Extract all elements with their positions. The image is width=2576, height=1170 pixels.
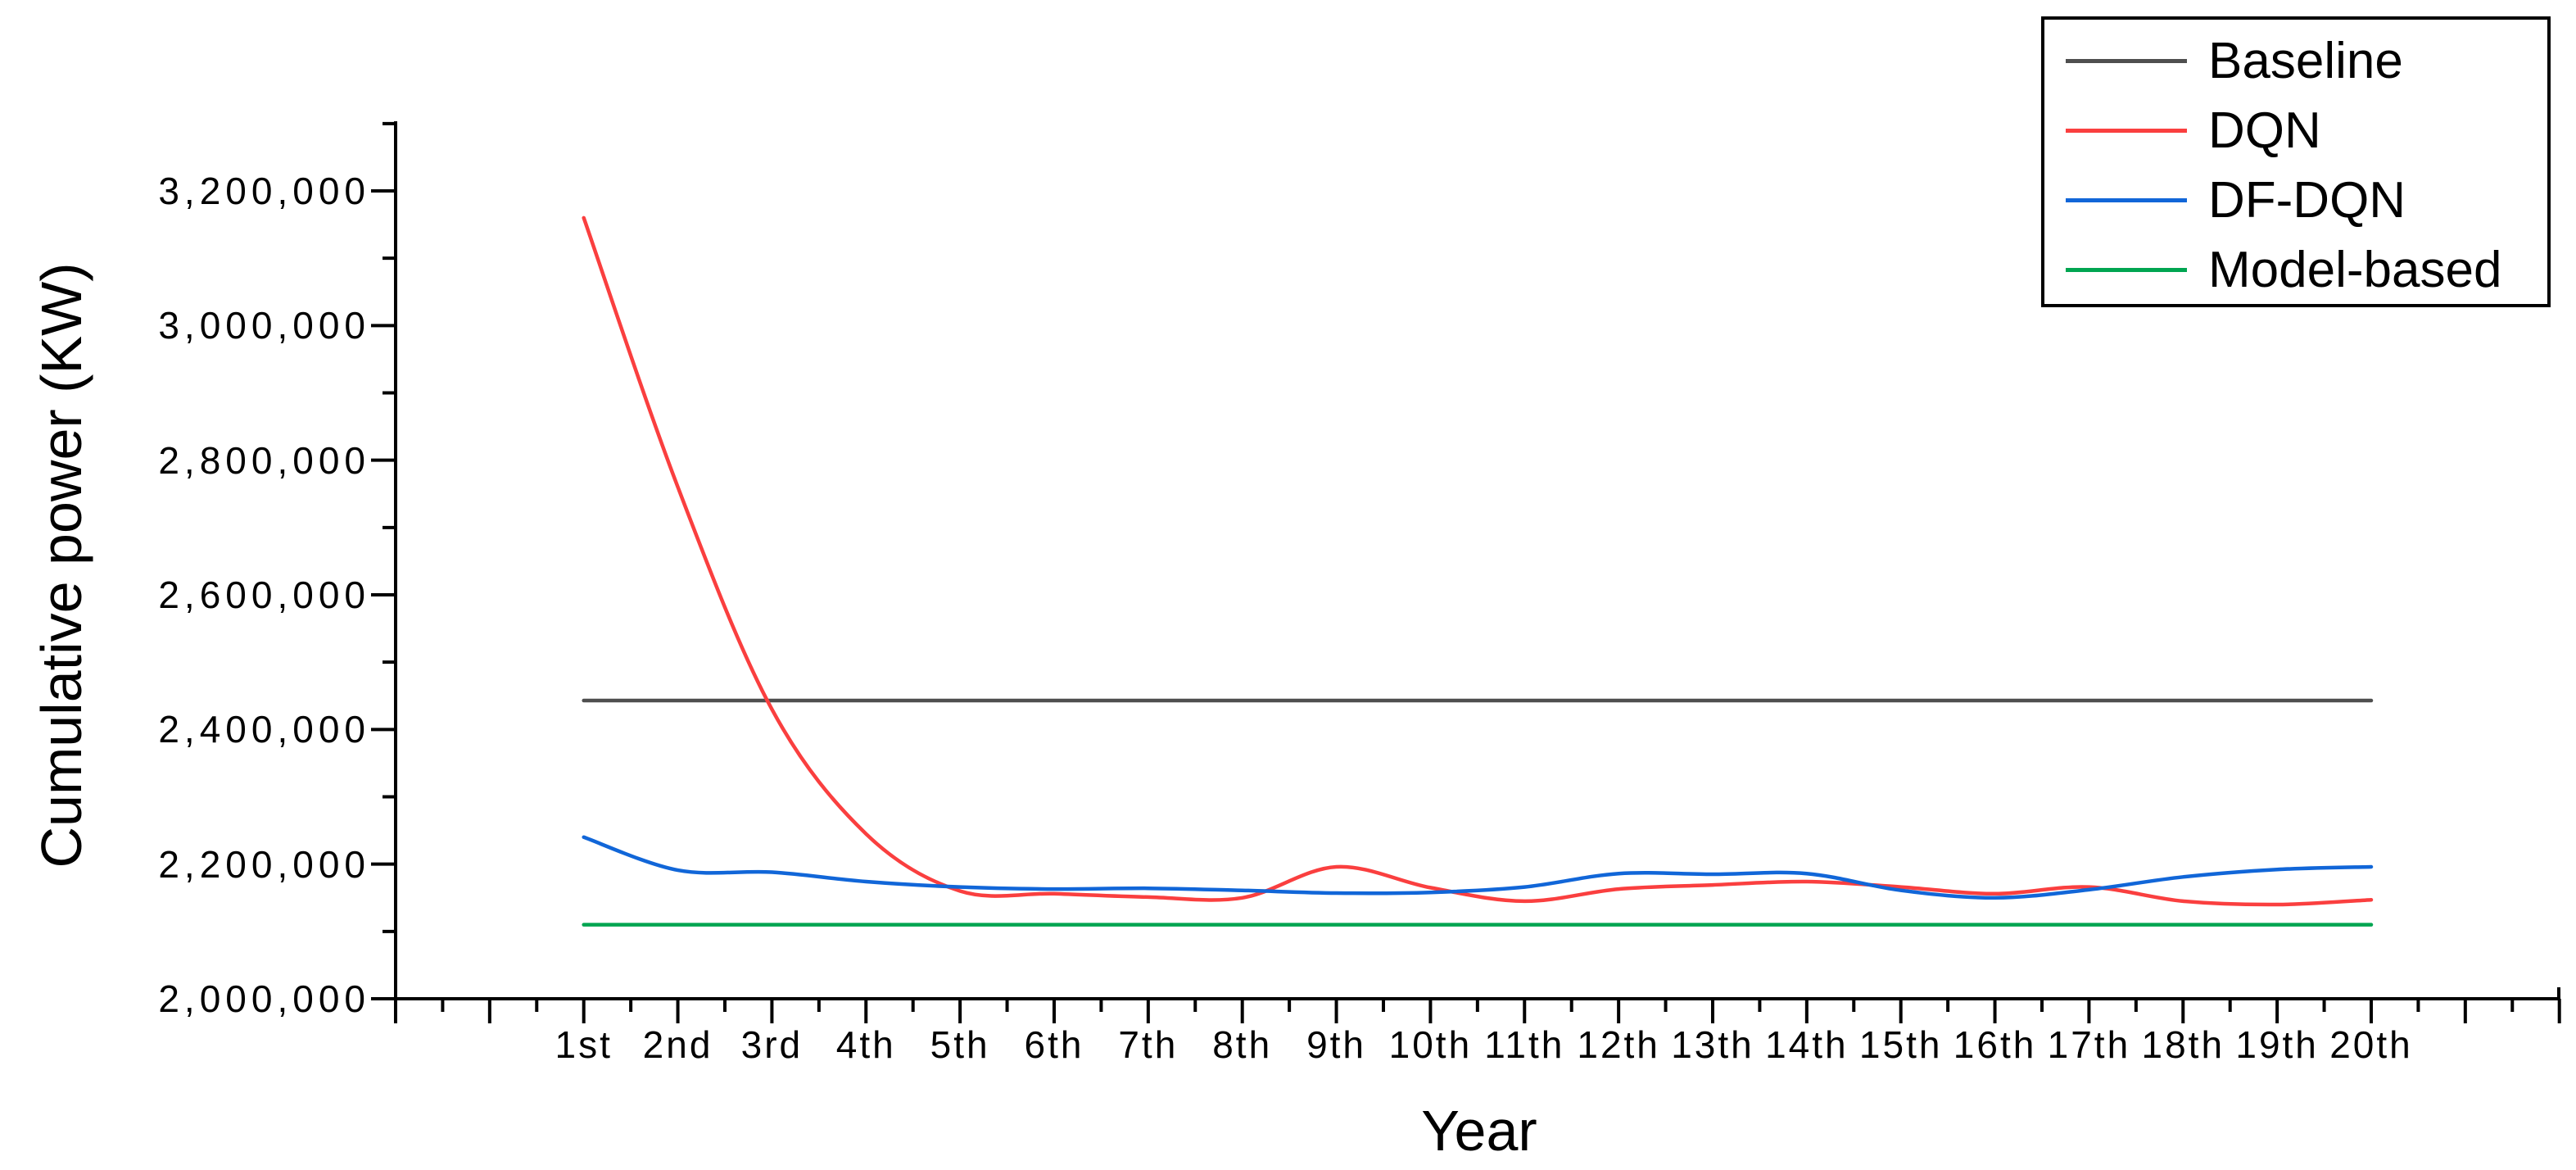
legend-line-swatch-df-dqn <box>2066 198 2187 202</box>
legend-item-dqn: DQN <box>2044 96 2547 166</box>
x-tick-label: 2nd <box>642 1023 713 1066</box>
x-axis-title: Year <box>1421 1099 1537 1163</box>
x-tick-label: 20th <box>2329 1023 2413 1066</box>
y-tick-label: 3,200,000 <box>158 170 370 212</box>
legend-item-baseline: Baseline <box>2044 26 2547 96</box>
x-tick-label: 8th <box>1212 1023 1273 1066</box>
legend-label: Model-based <box>2208 241 2502 298</box>
legend-label: DQN <box>2208 102 2321 159</box>
x-tick-label: 15th <box>1858 1023 1943 1066</box>
y-tick-label: 2,200,000 <box>158 842 370 886</box>
legend-label: DF-DQN <box>2208 171 2406 229</box>
legend-line-swatch-model-based <box>2066 268 2187 272</box>
y-tick-label: 2,600,000 <box>158 574 370 616</box>
y-axis-title: Cumulative power (KW) <box>29 262 93 868</box>
x-tick-label: 14th <box>1765 1023 1849 1066</box>
x-tick-label: 3rd <box>740 1023 804 1066</box>
y-tick-label: 2,800,000 <box>158 438 370 482</box>
x-tick-label: 7th <box>1118 1023 1179 1066</box>
x-tick-label: 13th <box>1671 1023 1754 1066</box>
y-tick-label: 2,400,000 <box>158 708 370 751</box>
x-tick-label: 6th <box>1024 1023 1084 1066</box>
y-tick-label: 3,000,000 <box>158 304 370 347</box>
legend: Baseline DQN DF-DQN Model-based <box>2041 16 2551 307</box>
x-tick-label: 12th <box>1577 1023 1660 1066</box>
x-tick-label: 19th <box>2235 1023 2319 1066</box>
x-tick-label: 10th <box>1388 1023 1473 1066</box>
x-tick-label: 18th <box>2141 1023 2225 1066</box>
series-line-dqn <box>582 215 2374 907</box>
x-tick-label: 11th <box>1484 1023 1565 1066</box>
x-tick-label: 9th <box>1306 1023 1367 1066</box>
series-line-df-dqn <box>582 835 2374 900</box>
axis-ticks <box>371 121 2561 1023</box>
legend-item-model-based: Model-based <box>2044 235 2547 305</box>
legend-label: Baseline <box>2208 32 2403 89</box>
legend-line-swatch-baseline <box>2066 59 2187 63</box>
x-tick-label: 4th <box>835 1023 896 1066</box>
x-tick-label: 17th <box>2047 1023 2131 1066</box>
x-tick-label: 16th <box>1953 1023 2037 1066</box>
legend-item-df-dqn: DF-DQN <box>2044 166 2547 235</box>
legend-line-swatch-dqn <box>2066 129 2187 133</box>
x-tick-label: 1st <box>555 1023 613 1066</box>
x-tick-label: 5th <box>930 1023 990 1066</box>
y-tick-label: 2,000,000 <box>158 977 370 1020</box>
